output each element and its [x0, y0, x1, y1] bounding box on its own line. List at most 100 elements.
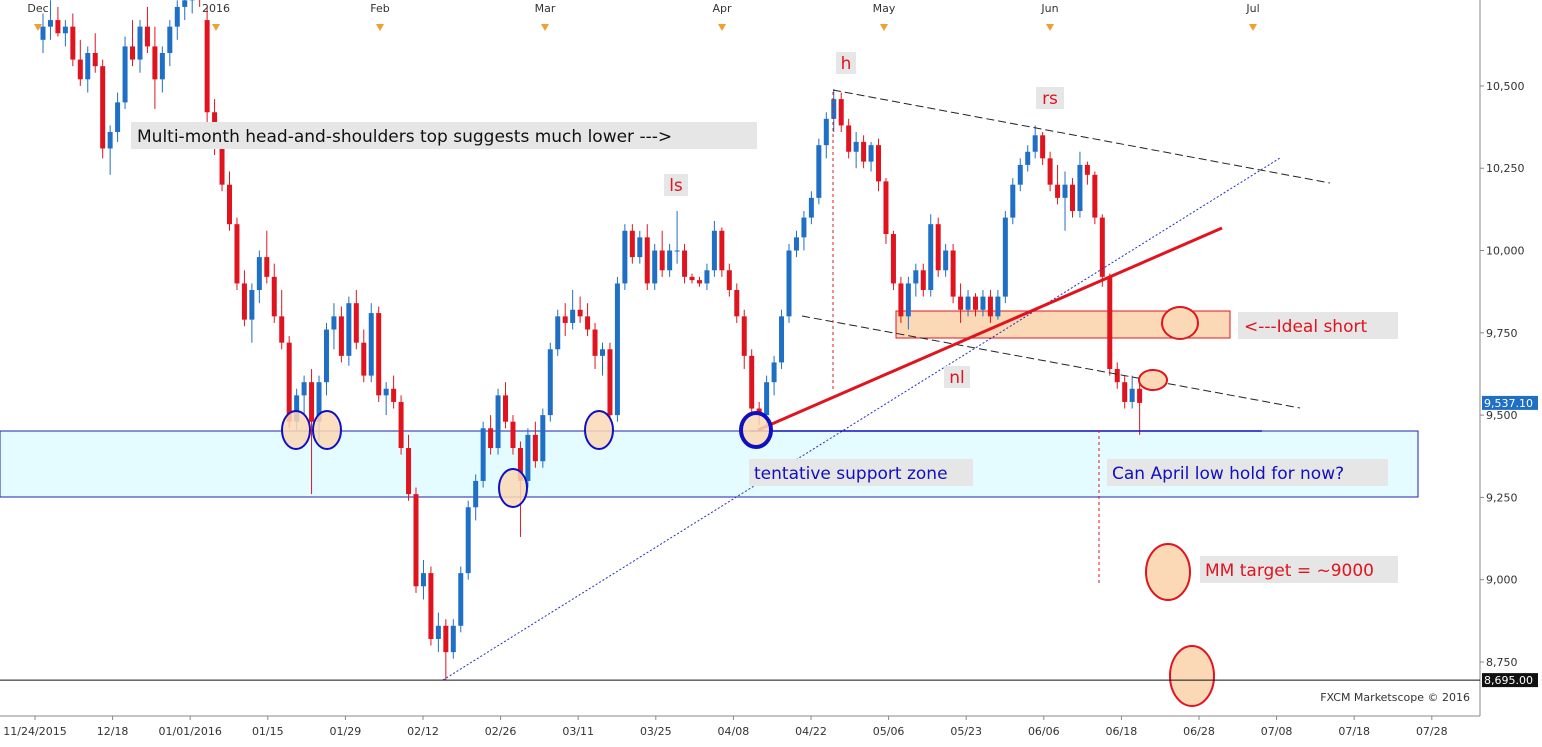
candle-body [436, 626, 441, 639]
marker [282, 411, 310, 449]
candle-body [488, 428, 493, 448]
candle-body [1085, 165, 1090, 175]
candle-body [734, 290, 739, 316]
candle-body [667, 251, 672, 271]
annotation: ls [669, 176, 683, 196]
marker [313, 411, 341, 449]
candle-body [346, 303, 351, 356]
candle-body [361, 343, 366, 376]
candle-body [339, 316, 344, 356]
candle-body [928, 224, 933, 290]
candle-body [727, 270, 732, 290]
candle-body [764, 382, 769, 415]
candle-body [279, 316, 284, 342]
candle-body [525, 435, 530, 481]
candle-body [824, 119, 829, 145]
candle-body [421, 573, 426, 586]
candle-body [615, 283, 620, 415]
candle-body [70, 27, 75, 60]
candle-body [1107, 277, 1112, 369]
candle-body [846, 125, 851, 151]
x-tick-label: 12/18 [97, 725, 129, 738]
candle-body [152, 46, 157, 79]
x-tick-label: 05/23 [950, 725, 982, 738]
candle-body [742, 316, 747, 356]
marker [585, 411, 613, 449]
candle-body [869, 145, 874, 161]
candle-body [831, 99, 836, 119]
candle-body [406, 448, 411, 494]
candle-body [779, 316, 784, 362]
candle-body [1130, 389, 1135, 402]
month-label: Dec [27, 2, 48, 15]
candle-body [578, 310, 583, 317]
candle-body [115, 102, 120, 132]
candle-body [600, 349, 605, 356]
candle-body [93, 53, 98, 66]
candle-body [205, 20, 210, 112]
candle-body [309, 382, 314, 422]
candle-body [712, 231, 717, 271]
candle-body [809, 198, 814, 218]
x-tick-label: 07/08 [1261, 725, 1293, 738]
candle-body [1025, 152, 1030, 165]
candle-body [876, 145, 881, 181]
candle-body [354, 303, 359, 343]
candle-body [182, 0, 187, 7]
candle-body [913, 270, 918, 283]
candle-body [234, 224, 239, 283]
candle-body [973, 297, 978, 310]
candle-body [1100, 218, 1105, 277]
candle-body [249, 290, 254, 320]
candle-body [391, 389, 396, 402]
candle-body [287, 343, 292, 422]
candle-body [443, 626, 448, 652]
candle-body [839, 99, 844, 125]
annotation: tentative support zone [754, 464, 948, 484]
candle-body [652, 251, 657, 284]
month-label: Mar [535, 2, 556, 15]
candle-body [48, 20, 53, 27]
candle-body [936, 224, 941, 270]
marker [741, 413, 771, 447]
candle-body [503, 395, 508, 421]
candle-body [369, 313, 374, 376]
candle-body [137, 27, 142, 60]
x-tick-label: 06/06 [1028, 725, 1060, 738]
candle-body [473, 481, 478, 507]
candle-body [458, 573, 463, 626]
candle-body [175, 7, 180, 27]
month-label: Jul [1245, 2, 1259, 15]
candle-body [637, 237, 642, 257]
x-tick-label: 03/11 [562, 725, 594, 738]
candle-body [145, 27, 150, 47]
marker [1146, 544, 1190, 600]
candle-body [622, 231, 627, 284]
candle-body [1033, 135, 1038, 151]
annotation: Multi-month head-and-shoulders top sugge… [137, 127, 672, 147]
candle-body [1048, 158, 1053, 184]
candle-body [861, 142, 866, 162]
candle-body [331, 316, 336, 329]
candle-body [682, 251, 687, 277]
candle-body [1122, 382, 1127, 402]
candle-body [510, 422, 515, 448]
candle-body [697, 280, 702, 283]
annotation: MM target = ~9000 [1205, 561, 1374, 581]
candle-body [257, 257, 262, 290]
candle-body [980, 297, 985, 310]
candle-body [772, 362, 777, 382]
month-label: Feb [370, 2, 389, 15]
month-label: May [873, 2, 896, 15]
candle-body [227, 185, 232, 225]
candle-body [41, 27, 46, 40]
annotation: nl [949, 368, 965, 388]
candle-body [816, 145, 821, 198]
candle-body [690, 277, 695, 280]
y-tick-label: 9,250 [1486, 491, 1518, 504]
candle-body [481, 428, 486, 481]
candle-body [108, 132, 113, 148]
candle-body [414, 494, 419, 586]
